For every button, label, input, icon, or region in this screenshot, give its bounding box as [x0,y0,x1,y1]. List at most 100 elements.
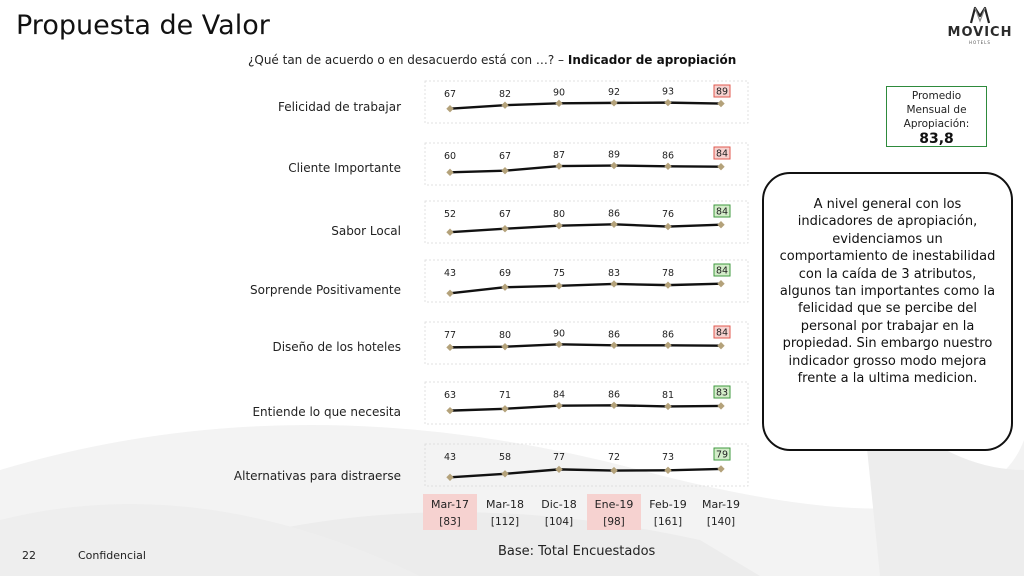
data-label: 84 [716,328,728,339]
x-base-label: [140] [707,516,735,528]
series-panel [424,80,749,124]
brand-logo: MOVICH HOTELS [944,5,1016,47]
x-tick-label: Mar-17 [431,498,469,511]
data-point [664,162,672,170]
data-label: 72 [608,452,620,463]
data-label: 92 [608,87,620,98]
x-tick-label: Mar-18 [486,498,524,511]
data-point [446,105,454,113]
page-title: Propuesta de Valor [16,10,270,41]
data-point [446,406,454,415]
data-point [664,466,672,474]
data-point [717,221,725,229]
data-label: 58 [499,452,511,463]
data-label: 84 [716,207,728,218]
data-point [717,99,725,108]
data-label: 63 [444,390,456,401]
x-tick-label: Dic-18 [541,498,577,511]
x-base-label: [98] [603,516,625,528]
data-point [501,283,509,291]
series-panel [424,259,749,303]
data-point [501,225,509,233]
data-label: 87 [553,150,565,161]
data-label: 83 [608,268,620,279]
data-point [664,402,672,411]
data-label: 80 [499,330,511,341]
data-label: 93 [662,87,674,98]
data-point [446,343,454,352]
category-label: Cliente Importante [288,161,401,175]
data-point [501,470,509,478]
insight-callout: A nivel general con los indicadores de a… [762,172,1013,451]
last-value-flag [713,385,731,399]
series-line [449,282,722,295]
data-label: 86 [662,329,674,340]
data-label: 71 [499,390,511,401]
data-label: 67 [444,89,456,100]
category-label: Alternativas para distraerse [233,469,401,483]
x-base-label: [161] [654,516,682,528]
average-label-line: Promedio [911,90,962,102]
data-label: 84 [553,390,565,401]
data-label: 81 [662,390,674,401]
data-point [717,163,725,171]
data-point [610,401,618,409]
data-point [555,221,563,230]
category-label: Diseño de los hoteles [272,340,401,354]
series-line [449,223,722,234]
data-label: 89 [608,150,620,161]
question-prefix: ¿Qué tan de acuerdo o en desacuerdo está… [248,53,568,67]
data-label: 83 [716,388,728,399]
data-label: 84 [716,149,728,160]
logo-text: MOVICH [947,25,1013,40]
data-point [446,168,454,177]
data-point [555,99,563,108]
data-point [610,161,618,170]
last-value-flag [713,204,731,218]
series-panel [424,200,749,244]
data-label: 86 [608,329,620,340]
data-point [446,228,454,236]
monthly-average-box: Promedio Mensual de Apropiación: 83,8 [886,86,987,147]
data-label: 43 [444,452,456,463]
data-label: 82 [499,89,511,100]
data-point [501,342,509,351]
data-label: 86 [608,208,620,219]
data-point [717,280,725,288]
series-line [449,101,722,110]
data-label: 84 [716,266,728,277]
data-point [610,466,618,475]
x-tick-label: Mar-19 [702,498,740,511]
data-point [610,99,618,107]
last-value-flag [713,325,731,339]
data-label: 78 [662,268,674,279]
data-point [610,341,618,349]
data-point [501,101,509,109]
data-point [664,98,672,107]
data-point [717,342,725,350]
data-label: 86 [608,389,620,400]
last-value-flag [713,146,731,160]
data-label: 90 [553,87,565,98]
data-point [555,162,563,170]
x-base-label: [112] [491,516,519,528]
data-label: 73 [662,452,674,463]
data-point [501,405,509,413]
x-tick-label: Ene-19 [595,498,634,511]
data-label: 80 [553,209,565,220]
question-indicator: Indicador de apropiación [567,53,737,67]
series-panel [424,381,749,425]
data-label: 76 [662,209,674,220]
data-point [555,282,563,290]
data-point [555,340,563,349]
logo-mark-icon [969,6,991,24]
data-label: 86 [662,150,674,161]
series-line [449,343,722,349]
data-label: 60 [444,151,456,162]
data-label: 67 [499,151,511,162]
data-point [555,465,563,474]
logo-subtext: HOTELS [969,40,991,45]
data-label: 79 [716,450,728,461]
average-value: 83,8 [919,131,954,147]
